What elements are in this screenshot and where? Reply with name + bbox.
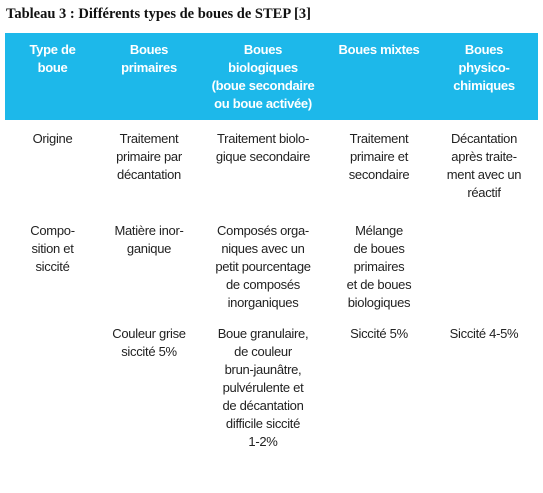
- table-cell: Boue granulaire, de couleur brun-jaunâtr…: [217, 326, 309, 449]
- table-cell: Composés orga- niques avec un petit pour…: [215, 223, 311, 310]
- table-cell: [430, 212, 538, 315]
- table-cell: Siccité 5%: [350, 326, 408, 341]
- header-cell: Type de boue: [5, 33, 100, 120]
- table-title: Tableau 3 : Différents types de boues de…: [6, 6, 311, 22]
- table-cell: Siccité 4-5%: [449, 326, 519, 341]
- table-cell: [5, 315, 100, 455]
- table-cell: Couleur grise siccité 5%: [112, 326, 186, 359]
- table-cell: Mélange de boues primaires et de boues b…: [346, 223, 412, 310]
- table-row: Couleur grise siccité 5% Boue granulaire,…: [5, 315, 538, 455]
- table-cell: Traitement primaire et secondaire: [348, 131, 410, 182]
- table-cell: Compo- sition et siccité: [30, 223, 75, 274]
- table-cell: Matière inor- ganique: [114, 223, 184, 256]
- table-row: Compo- sition et siccité Matière inor- ga…: [5, 212, 538, 315]
- table-cell: Traitement primaire par décantation: [116, 131, 182, 182]
- header-cell: Boues mixtes: [328, 33, 430, 120]
- table-cell: Décantation après traite- ment avec un r…: [446, 131, 522, 200]
- header-cell: Boues biologiques (boue secondaire ou bo…: [198, 33, 328, 120]
- table-row: Origine Traitement primaire par décantati…: [5, 120, 538, 212]
- header-row: Type de boue Boues primaires Boues biologi…: [5, 33, 538, 120]
- header-cell: Boues physico- chimiques: [430, 33, 538, 120]
- table-body: Origine Traitement primaire par décantati…: [5, 120, 538, 455]
- header-cell: Boues primaires: [100, 33, 198, 120]
- table-cell: Traitement biolo- gique secondaire: [215, 131, 311, 164]
- sludge-table: Type de boue Boues primaires Boues biologi…: [5, 33, 538, 455]
- table-cell: Origine: [32, 131, 73, 146]
